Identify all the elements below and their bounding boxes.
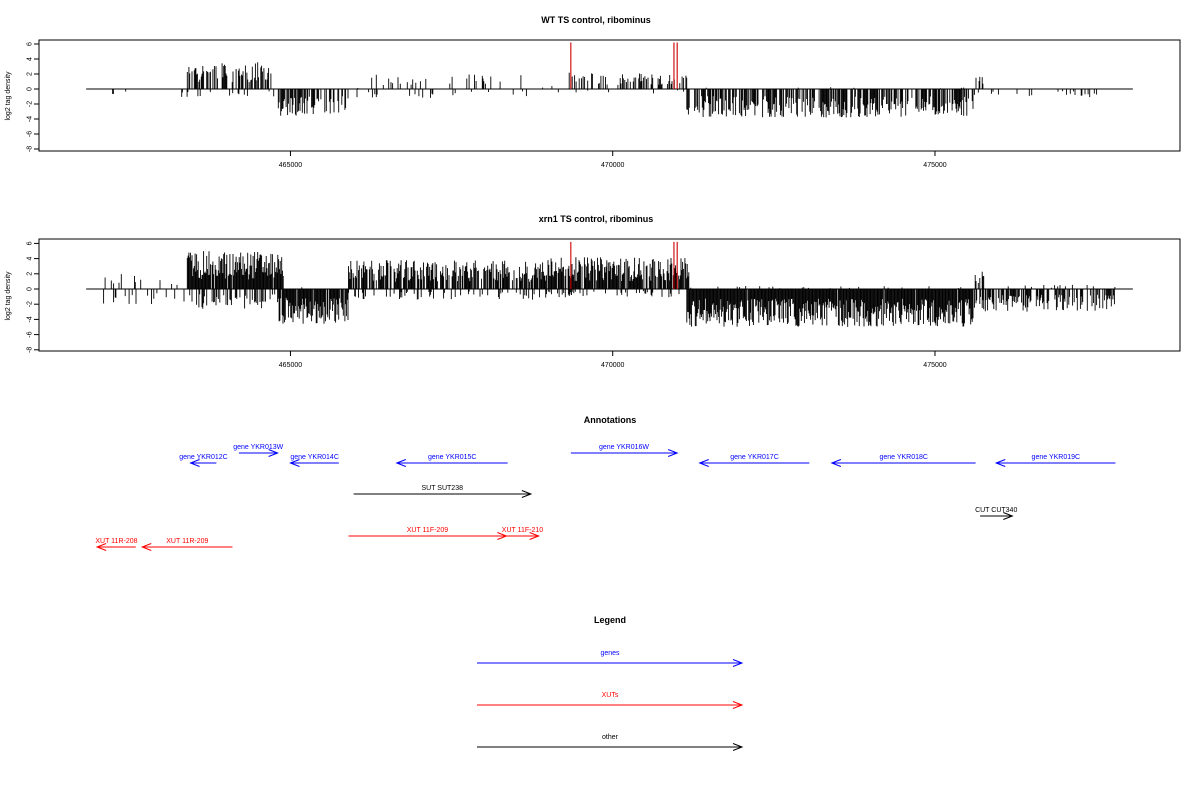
y-tick-label: -2 <box>27 301 34 307</box>
y-tick-label: -4 <box>27 316 34 322</box>
feature-arrow <box>506 532 540 540</box>
feature-label: XUT 11F-209 <box>407 527 448 534</box>
feature-label: gene YKR018C <box>879 454 928 461</box>
feature-arrow <box>994 459 1116 467</box>
feature-label: gene YKR015C <box>428 454 477 461</box>
wt-x-ticks: 465000 470000 475000 <box>279 151 947 169</box>
y-tick-label: -4 <box>27 116 34 122</box>
y-tick-label: 2 <box>27 72 34 76</box>
y-tick-label: 4 <box>27 257 34 261</box>
x-tick-label: 470000 <box>601 162 624 169</box>
y-tick-label: 2 <box>27 272 34 276</box>
feature-label: XUT 11F-210 <box>502 527 543 534</box>
feature-arrow <box>830 459 976 467</box>
xrn1-y-ticks: 6 4 2 0 -2 -4 -6 -8 <box>27 241 39 353</box>
feature-arrow <box>95 543 136 551</box>
xrn1-panel-title: xrn1 TS control, ribominus <box>539 214 654 224</box>
wt-signal-bars <box>112 62 1098 118</box>
annotations-title: Annotations <box>584 415 637 425</box>
feature-arrow <box>189 459 217 467</box>
wt-y-ticks: 6 4 2 0 -2 -4 -6 -8 <box>27 42 39 152</box>
x-tick-label: 465000 <box>279 362 302 369</box>
legend-label: other <box>602 734 619 741</box>
y-tick-label: -8 <box>27 146 34 152</box>
feature-arrow <box>980 512 1014 520</box>
feature-arrow <box>353 490 533 498</box>
feature-label: SUT SUT238 <box>421 485 463 492</box>
feature-arrow <box>570 449 679 457</box>
feature-label: CUT CUT340 <box>975 507 1017 514</box>
y-tick-label: -8 <box>27 347 34 353</box>
feature-arrow <box>395 459 508 467</box>
y-tick-label: -2 <box>27 101 34 107</box>
y-tick-label: -6 <box>27 331 34 337</box>
wt-density-panel: WT TS control, ribominus log2 tag densit… <box>5 15 1181 169</box>
feature-label: gene YKR017C <box>730 454 779 461</box>
annotation-features: gene YKR013W gene YKR012C gene YKR014C gene… <box>95 444 1116 551</box>
xrn1-x-ticks: 465000 470000 475000 <box>279 351 947 369</box>
x-tick-label: 470000 <box>601 362 624 369</box>
legend-title: Legend <box>594 615 626 625</box>
xrn1-y-axis-label: log2 tag density <box>5 271 12 321</box>
x-tick-label: 475000 <box>923 162 946 169</box>
feature-label: XUT 11R-209 <box>166 538 208 545</box>
x-tick-label: 475000 <box>923 362 946 369</box>
xrn1-highlight-marks <box>570 241 678 289</box>
feature-label: XUT 11R-208 <box>95 538 137 545</box>
feature-arrow <box>238 449 279 457</box>
legend: Legend genes XUTs other <box>477 615 744 751</box>
y-tick-label: 6 <box>27 42 34 46</box>
legend-arrow-other <box>477 743 744 751</box>
wt-plot-frame <box>38 39 1181 152</box>
y-tick-label: 4 <box>27 57 34 61</box>
y-tick-label: 6 <box>27 241 34 245</box>
feature-arrow <box>698 459 810 467</box>
feature-label: gene YKR013W <box>233 444 283 451</box>
y-tick-label: 0 <box>27 287 34 291</box>
feature-arrow <box>140 543 233 551</box>
x-tick-label: 465000 <box>279 162 302 169</box>
wt-y-axis-label: log2 tag density <box>5 71 12 121</box>
wt-panel-title: WT TS control, ribominus <box>541 15 651 25</box>
xrn1-signal-bars <box>103 251 1116 327</box>
y-tick-label: -6 <box>27 131 34 137</box>
xrn1-density-panel: xrn1 TS control, ribominus log2 tag dens… <box>5 214 1181 369</box>
legend-arrow-xut <box>477 701 744 709</box>
legend-items: genes XUTs other <box>477 650 744 751</box>
xrn1-plot-frame <box>38 238 1181 352</box>
feature-label: gene YKR019C <box>1032 454 1081 461</box>
feature-arrow <box>289 459 339 467</box>
feature-label: gene YKR016W <box>599 444 649 451</box>
legend-arrow-gene <box>477 659 744 667</box>
y-tick-label: 0 <box>27 87 34 91</box>
feature-label: gene YKR014C <box>290 454 339 461</box>
legend-label: XUTs <box>602 692 619 699</box>
legend-label: genes <box>600 650 620 657</box>
feature-label: gene YKR012C <box>179 454 228 461</box>
wt-highlight-marks <box>570 42 678 89</box>
